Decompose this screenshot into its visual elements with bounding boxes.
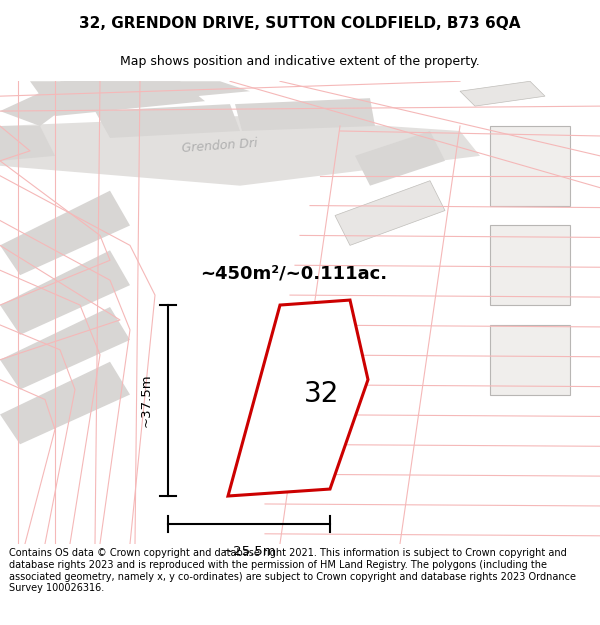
Polygon shape bbox=[95, 104, 240, 138]
Text: Grendon Dri: Grendon Dri bbox=[182, 137, 259, 155]
Polygon shape bbox=[335, 181, 445, 246]
Polygon shape bbox=[490, 126, 570, 206]
Polygon shape bbox=[0, 116, 480, 186]
Polygon shape bbox=[0, 81, 100, 126]
Polygon shape bbox=[490, 226, 570, 305]
Text: 32, GRENDON DRIVE, SUTTON COLDFIELD, B73 6QA: 32, GRENDON DRIVE, SUTTON COLDFIELD, B73… bbox=[79, 16, 521, 31]
Polygon shape bbox=[0, 251, 130, 335]
Text: ~25.5m: ~25.5m bbox=[222, 545, 276, 558]
Polygon shape bbox=[60, 81, 250, 106]
Polygon shape bbox=[490, 325, 570, 394]
Polygon shape bbox=[0, 362, 130, 444]
Polygon shape bbox=[460, 81, 545, 106]
Text: Map shows position and indicative extent of the property.: Map shows position and indicative extent… bbox=[120, 55, 480, 68]
Text: ~450m²/~0.111ac.: ~450m²/~0.111ac. bbox=[200, 264, 387, 282]
Polygon shape bbox=[0, 191, 130, 275]
Polygon shape bbox=[0, 307, 130, 389]
Text: Contains OS data © Crown copyright and database right 2021. This information is : Contains OS data © Crown copyright and d… bbox=[9, 548, 576, 593]
Polygon shape bbox=[228, 300, 368, 496]
Polygon shape bbox=[235, 98, 375, 131]
Polygon shape bbox=[0, 126, 55, 161]
Text: ~37.5m: ~37.5m bbox=[139, 374, 152, 428]
Polygon shape bbox=[30, 81, 205, 116]
Text: 32: 32 bbox=[304, 380, 339, 408]
Polygon shape bbox=[355, 131, 445, 186]
